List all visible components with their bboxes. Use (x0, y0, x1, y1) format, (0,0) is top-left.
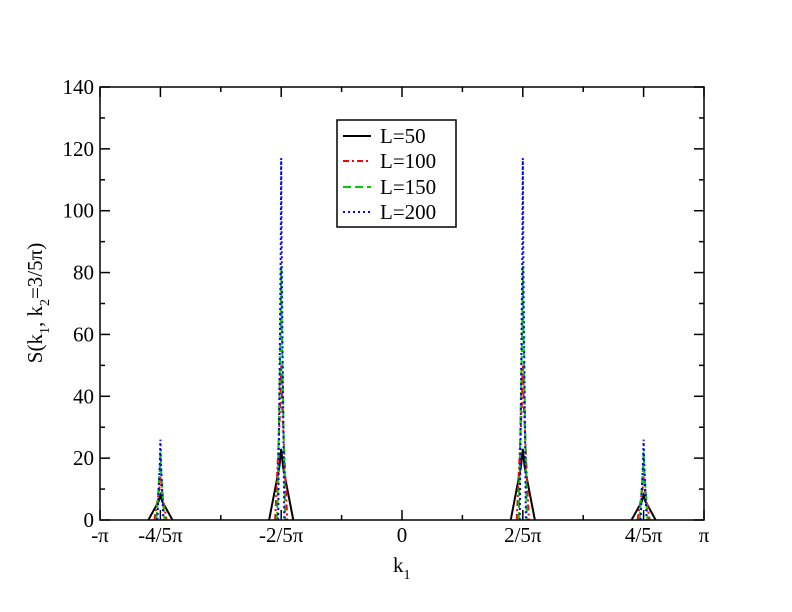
series-L50-peak-4 (630, 491, 657, 521)
legend-label-l50: L=50 (380, 124, 426, 148)
y-axis-label-sub-2: 2 (38, 299, 53, 306)
series-L200-peak-3 (518, 158, 527, 521)
x-tick-label: -π (91, 523, 109, 547)
x-axis-label-sub: 1 (404, 568, 411, 583)
x-tick-label: 2/5π (504, 523, 542, 547)
legend-box (336, 119, 457, 228)
x-tick-label: -4/5π (138, 523, 183, 547)
plot-lines (147, 158, 657, 521)
legend-label-l150: L=150 (380, 175, 436, 199)
y-axis-label-part-2: , k (23, 306, 47, 328)
y-tick-label: 60 (73, 322, 94, 346)
y-tick-label: 80 (73, 261, 94, 285)
series-L100-peak-2 (274, 365, 289, 521)
x-tick-label: 4/5π (625, 523, 663, 547)
x-tick-label: -2/5π (259, 523, 304, 547)
x-tick-label: π (699, 523, 710, 547)
legend-label-l100: L=100 (380, 149, 436, 173)
y-tick-label: 120 (63, 137, 95, 161)
series-L200-peak-1 (156, 439, 165, 521)
series-L200-peak-4 (639, 439, 648, 521)
y-axis-label-sub-1: 1 (38, 327, 53, 334)
x-tick-label: 0 (397, 523, 408, 547)
y-tick-label: 20 (73, 446, 94, 470)
y-axis-label-part-1: S(k (23, 334, 47, 364)
y-tick-label: 100 (63, 199, 95, 223)
y-axis-label-part-3: =3/5π) (23, 243, 47, 299)
y-tick-label: 40 (73, 384, 94, 408)
series-L50-peak-2 (268, 448, 295, 521)
axis-ticks (99, 86, 705, 521)
legend-label-l200: L=200 (380, 200, 436, 224)
series-L200-peak-2 (277, 158, 286, 521)
y-tick-label: 140 (63, 75, 95, 99)
x-axis-label: k1 (393, 553, 411, 583)
x-axis-label-main: k (393, 553, 404, 577)
legend: L=50 L=100 L=150 L=200 (336, 119, 457, 228)
axis-tick-labels: 0 20 40 60 80 100 120 140 -π -4/5π -2/5π 0 2/5π 4/5π π (63, 75, 710, 547)
series-L50-peak-1 (147, 491, 174, 521)
series-L100-peak-3 (515, 365, 530, 521)
y-axis-label: S(k1, k2=3/5π) (23, 243, 53, 363)
series-L50-peak-3 (509, 448, 536, 521)
y-tick-label: 0 (84, 508, 95, 532)
